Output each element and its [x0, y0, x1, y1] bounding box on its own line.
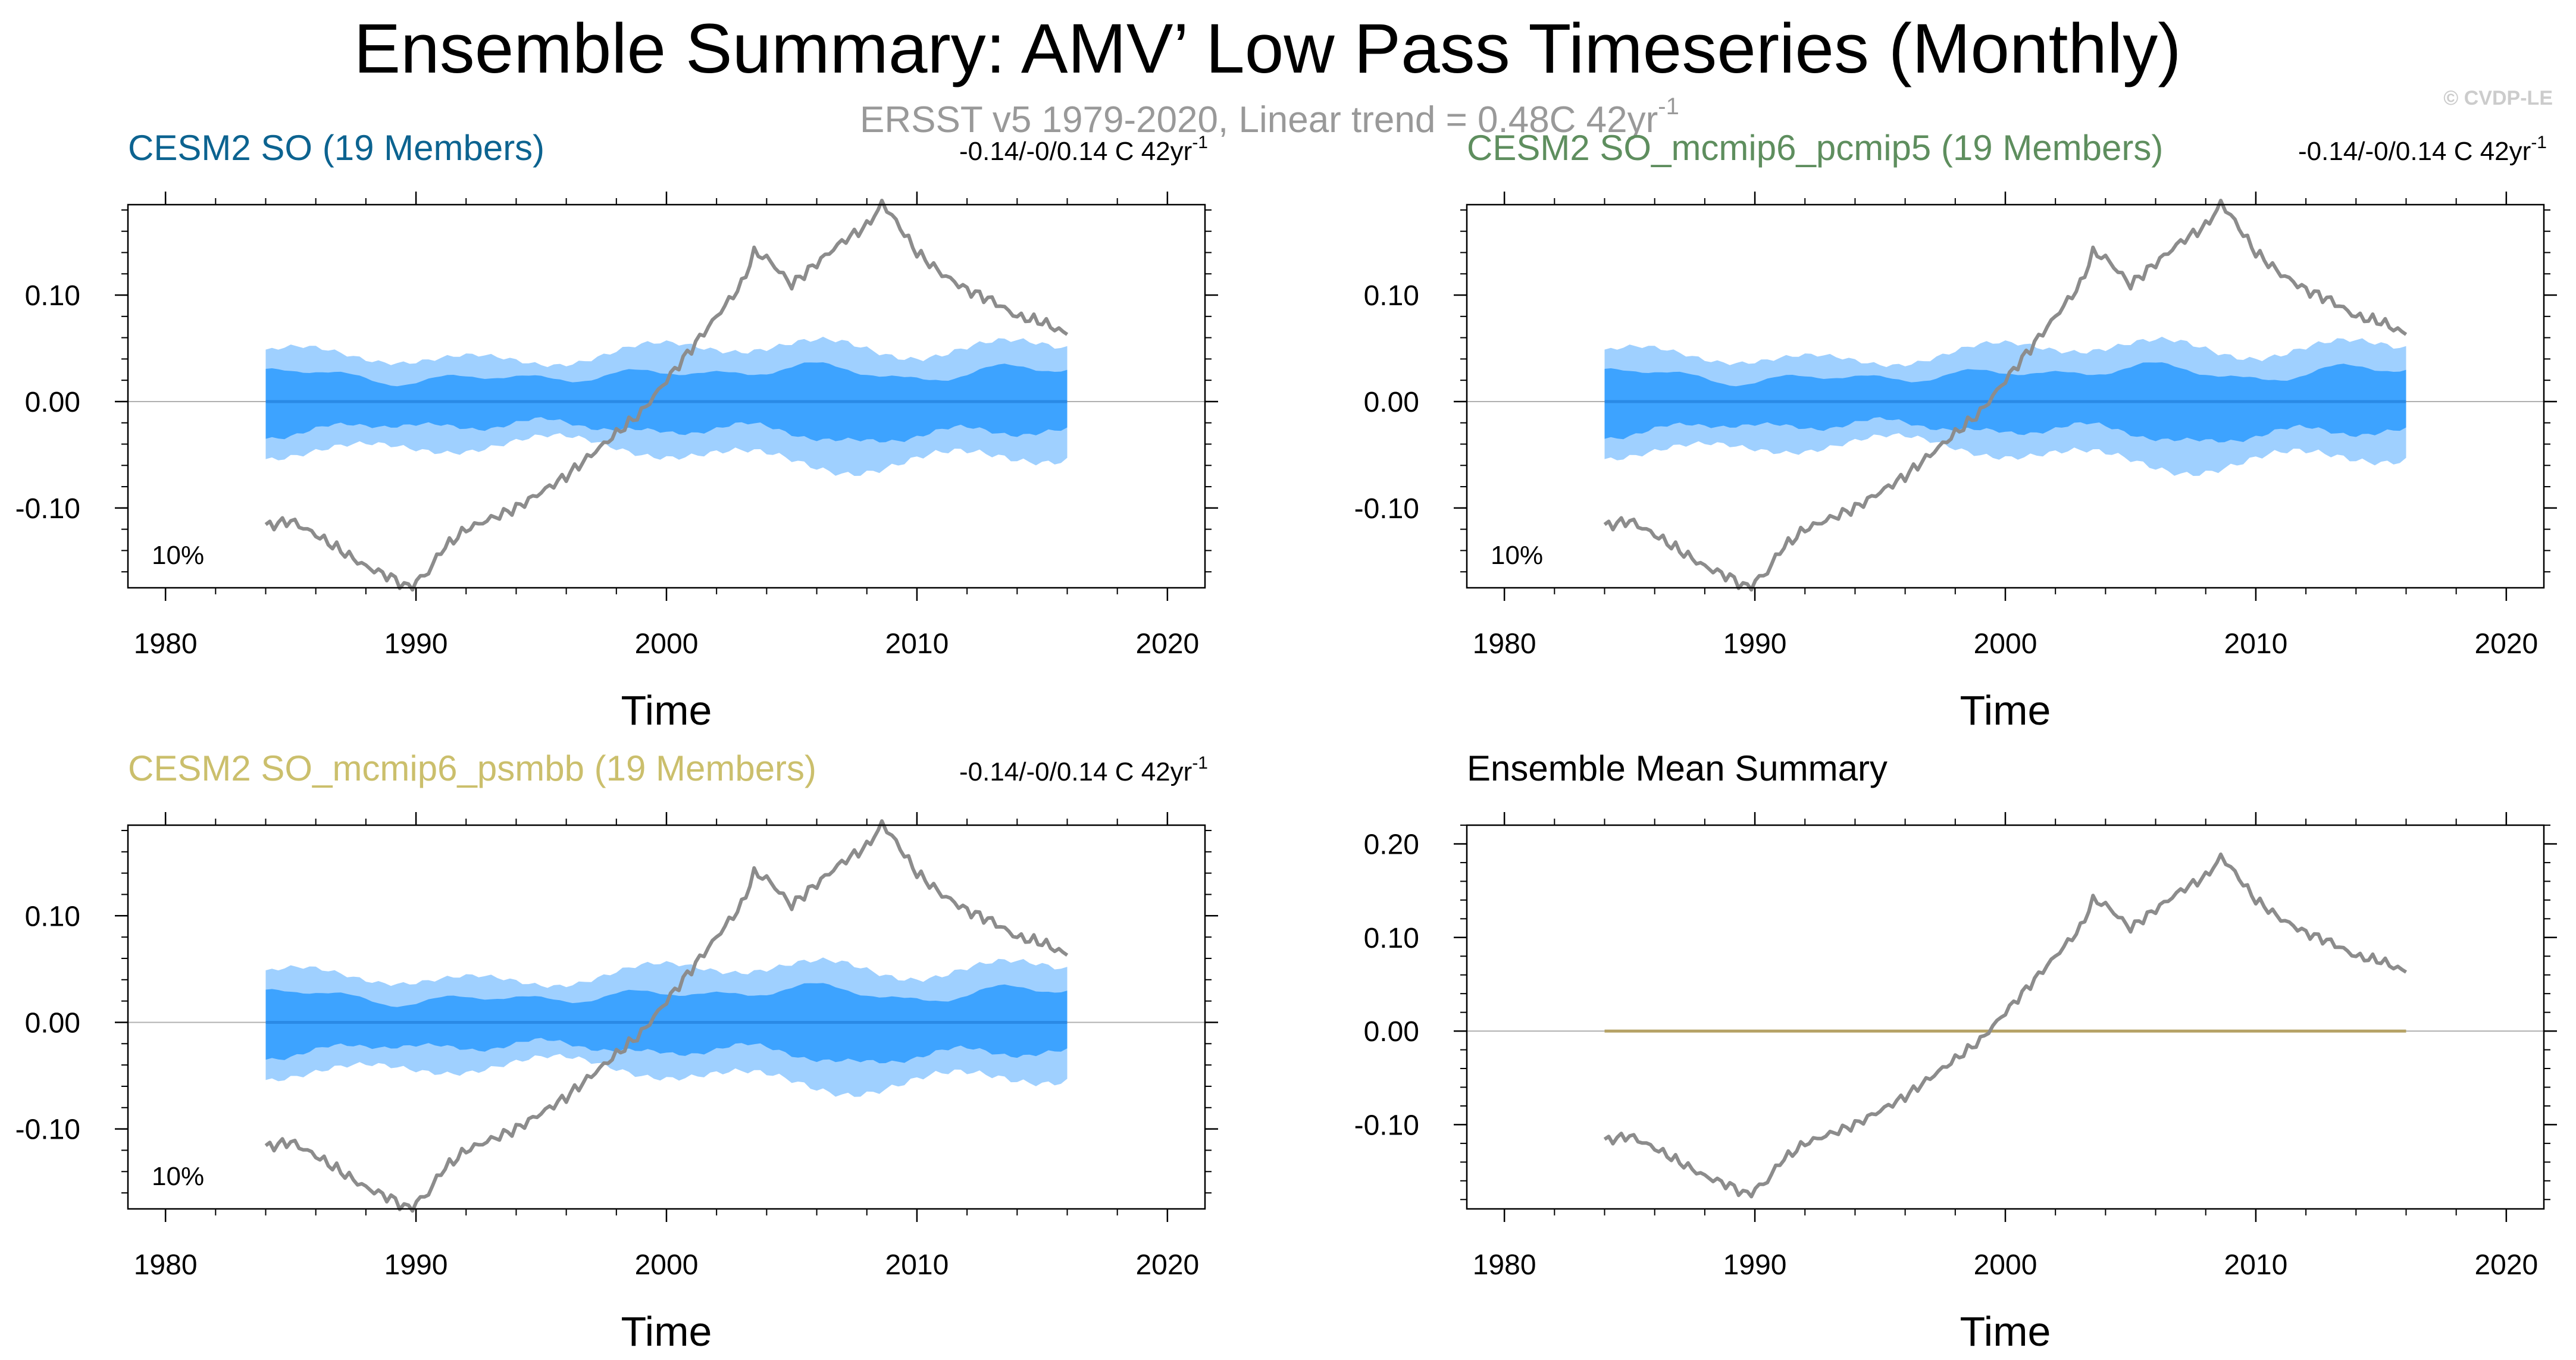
- x-tick-label: 2010: [885, 628, 949, 660]
- x-tick-label: 2020: [2474, 1249, 2538, 1281]
- x-axis-label: Time: [1960, 1308, 2051, 1355]
- trend-text: -0.14/-0/0.14 C 42yr: [959, 137, 1192, 166]
- x-tick-label: 2010: [2224, 628, 2288, 660]
- x-tick-label: 2020: [2474, 628, 2538, 660]
- y-tick-label: 0.00: [25, 1007, 80, 1039]
- chart-panel-top-right: CESM2 SO_mcmip6_pcmip5 (19 Members) -0.14…: [1354, 128, 2557, 734]
- panel-title: Ensemble Mean Summary: [1467, 748, 1888, 788]
- x-tick-label: 2020: [1135, 628, 1199, 660]
- subtitle-superscript: -1: [1658, 93, 1679, 120]
- x-axis-label: Time: [621, 687, 712, 734]
- x-tick-label: 2000: [1974, 628, 2037, 660]
- x-tick-label: 1990: [384, 628, 448, 660]
- y-tick-label: 0.00: [1364, 1016, 1419, 1048]
- subtitle-text: ERSST v5 1979-2020, Linear trend = 0.48C…: [860, 99, 1658, 140]
- y-tick-label: 0.00: [1364, 387, 1419, 418]
- panels-container: CESM2 SO (19 Members) -0.14/-0/0.14 C 42y…: [15, 128, 2557, 1355]
- panel-trend-label: -0.14/-0/0.14 C 42yr-1: [2298, 133, 2547, 166]
- x-axis-label: Time: [1960, 687, 2051, 734]
- x-tick-label: 1990: [1723, 628, 1787, 660]
- y-tick-label: 0.20: [1364, 829, 1419, 860]
- x-tick-label: 2000: [1974, 1249, 2037, 1281]
- figure-title: Ensemble Summary: AMV’ Low Pass Timeseri…: [353, 10, 2181, 88]
- trend-superscript: -1: [2531, 133, 2547, 152]
- chart-panel-bottom-right: Ensemble Mean Summary -0.10 0.00 0.10 0.20 19…: [1354, 748, 2557, 1355]
- y-tick-label: 0.10: [1364, 923, 1419, 954]
- percentile-label: 10%: [1491, 541, 1543, 570]
- x-tick-label: 1990: [384, 1249, 448, 1281]
- plot-frame: [1466, 824, 2545, 1210]
- x-tick-label: 2010: [885, 1249, 949, 1281]
- x-tick-label: 2000: [635, 1249, 699, 1281]
- trend-text: -0.14/-0/0.14 C 42yr: [959, 757, 1192, 786]
- x-tick-label: 2020: [1135, 1249, 1199, 1281]
- y-tick-label: -0.10: [1354, 493, 1419, 525]
- x-tick-label: 2000: [635, 628, 699, 660]
- x-tick-label: 1980: [1473, 1249, 1536, 1281]
- panel-title: CESM2 SO_mcmip6_pcmip5 (19 Members): [1467, 128, 2163, 168]
- x-tick-label: 1980: [134, 628, 198, 660]
- x-axis-label: Time: [621, 1308, 712, 1355]
- panel-trend-label: -0.14/-0/0.14 C 42yr-1: [959, 133, 1208, 166]
- trend-superscript: -1: [1192, 753, 1208, 773]
- panel-title: CESM2 SO (19 Members): [128, 128, 544, 168]
- y-tick-label: 0.10: [1364, 280, 1419, 312]
- y-tick-label: 0.10: [25, 901, 80, 932]
- y-tick-label: 0.00: [25, 387, 80, 418]
- trend-text: -0.14/-0/0.14 C 42yr: [2298, 137, 2531, 166]
- x-tick-label: 1990: [1723, 1249, 1787, 1281]
- percentile-label: 10%: [152, 1162, 204, 1191]
- figure-subtitle: ERSST v5 1979-2020, Linear trend = 0.48C…: [860, 93, 1679, 140]
- y-tick-label: 0.10: [25, 280, 80, 312]
- chart-panel-bottom-left: CESM2 SO_mcmip6_psmbb (19 Members) -0.14/…: [15, 748, 1218, 1355]
- chart-panel-top-left: CESM2 SO (19 Members) -0.14/-0/0.14 C 42y…: [15, 128, 1218, 734]
- series-observations-line: [1603, 852, 2408, 1199]
- y-tick-label: -0.10: [15, 1114, 80, 1146]
- trend-superscript: -1: [1192, 133, 1208, 152]
- y-tick-label: -0.10: [1354, 1110, 1419, 1141]
- y-tick-label: -0.10: [15, 493, 80, 525]
- panel-trend-label: -0.14/-0/0.14 C 42yr-1: [959, 753, 1208, 786]
- x-tick-label: 1980: [134, 1249, 198, 1281]
- x-tick-label: 1980: [1473, 628, 1536, 660]
- x-tick-label: 2010: [2224, 1249, 2288, 1281]
- panel-title: CESM2 SO_mcmip6_psmbb (19 Members): [128, 748, 816, 788]
- watermark: © CVDP-LE: [2443, 87, 2553, 109]
- percentile-label: 10%: [152, 541, 204, 570]
